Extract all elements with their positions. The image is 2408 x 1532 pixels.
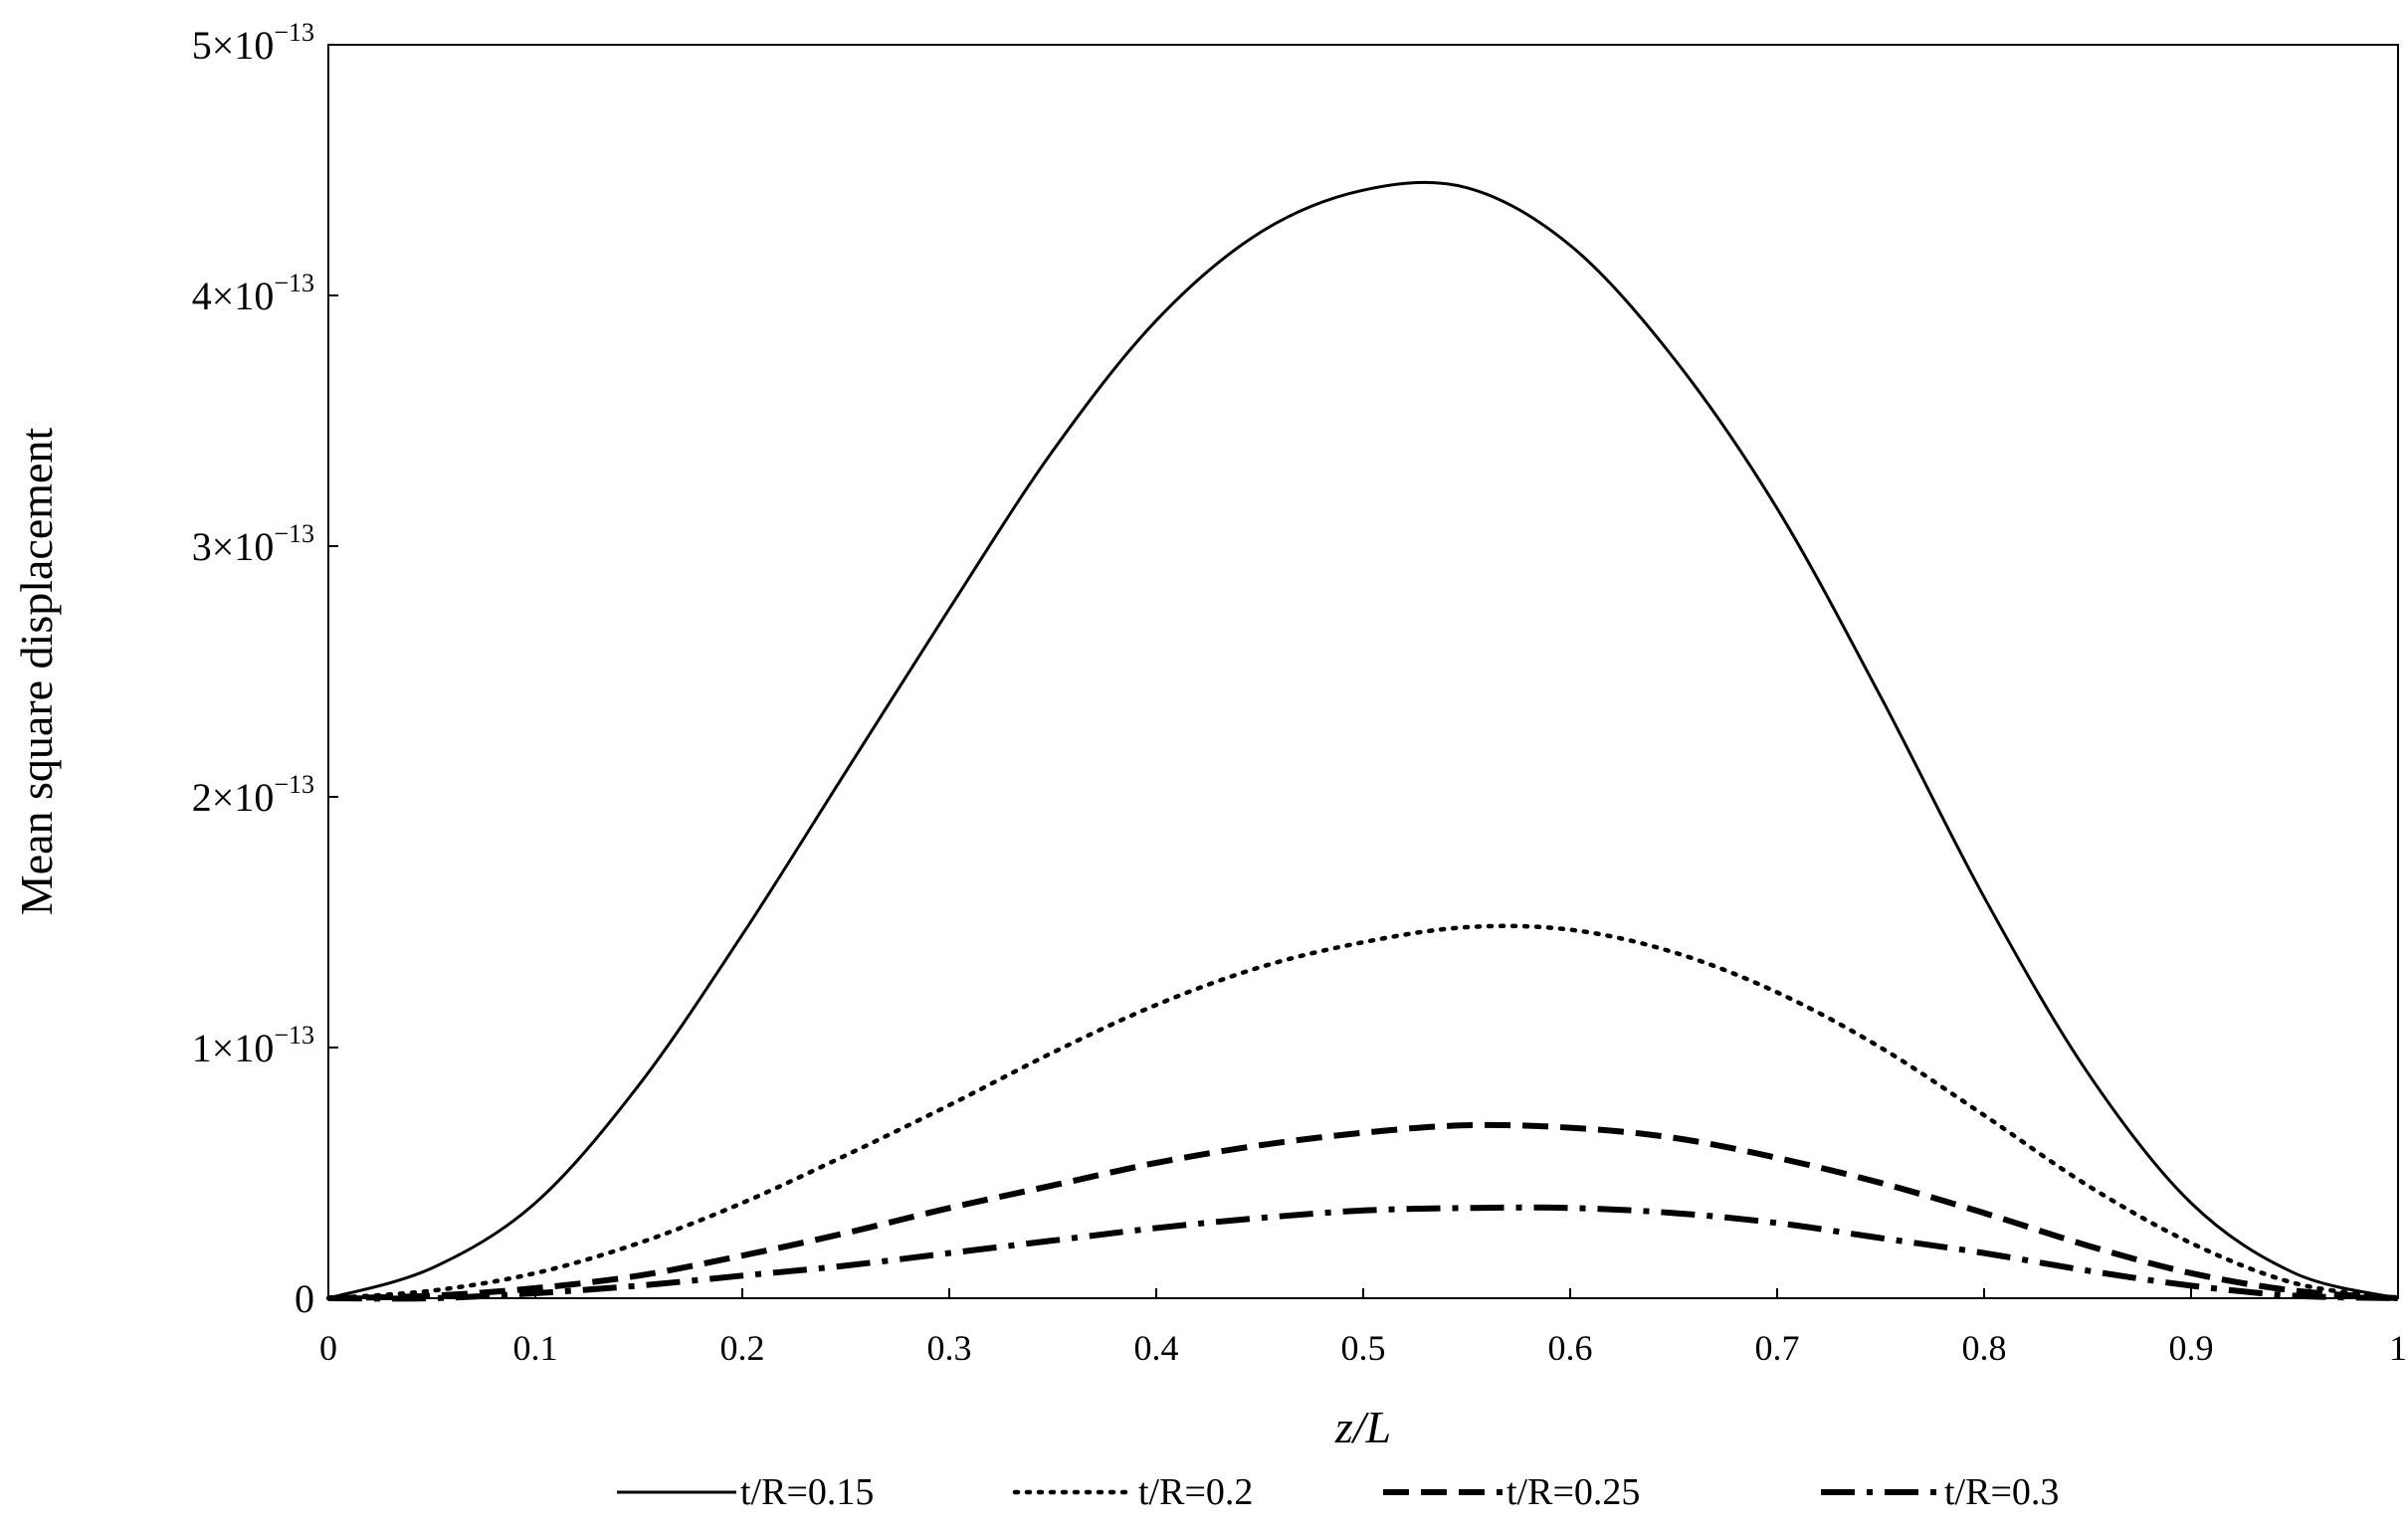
x-tick-label: 0.1 bbox=[513, 1328, 558, 1368]
y-tick-label: 2×10−13 bbox=[192, 770, 314, 820]
legend-label-2: t/R=0.2 bbox=[1138, 1471, 1253, 1513]
x-tick-label: 0.4 bbox=[1134, 1328, 1179, 1368]
x-tick-label: 0 bbox=[319, 1328, 337, 1368]
y-axis-ticks: 0 1×10−13 2×10−13 3×10−13 4×10−13 5×10−13 bbox=[192, 18, 338, 1321]
y-tick-label: 5×10−13 bbox=[192, 18, 314, 68]
x-tick-label: 0.6 bbox=[1548, 1328, 1593, 1368]
series-layer bbox=[325, 180, 2401, 1302]
series-line-3 bbox=[327, 1121, 2399, 1301]
x-tick-label: 0.3 bbox=[927, 1328, 972, 1368]
x-axis-label: z/L bbox=[1334, 1402, 1391, 1452]
x-tick-label: 1 bbox=[2389, 1328, 2407, 1368]
x-axis-ticks: 0 0.1 0.2 0.3 0.4 0.5 0.6 0.7 0.8 0.9 1 bbox=[319, 1288, 2407, 1368]
series-line-2 bbox=[325, 923, 2401, 1301]
series-line-4 bbox=[327, 1204, 2399, 1302]
x-tick-label: 0.5 bbox=[1341, 1328, 1386, 1368]
x-tick-label: 0.9 bbox=[2169, 1328, 2214, 1368]
plot-frame bbox=[327, 44, 2399, 1299]
x-tick-label: 0.7 bbox=[1755, 1328, 1800, 1368]
legend-label-4: t/R=0.3 bbox=[1944, 1471, 2059, 1513]
y-tick-label: 0 bbox=[295, 1276, 314, 1321]
y-tick-label: 1×10−13 bbox=[192, 1021, 314, 1070]
y-tick-label: 3×10−13 bbox=[192, 519, 314, 569]
series-line-1 bbox=[327, 180, 2399, 1300]
x-tick-label: 0.8 bbox=[1962, 1328, 2007, 1368]
x-tick-label: 0.2 bbox=[720, 1328, 765, 1368]
legend: t/R=0.15 t/R=0.2 t/R=0.25 t/R=0.3 bbox=[617, 1471, 2059, 1513]
y-tick-label: 4×10−13 bbox=[192, 269, 314, 318]
y-axis-label: Mean square displacement bbox=[11, 428, 62, 916]
legend-label-3: t/R=0.25 bbox=[1506, 1471, 1640, 1513]
legend-label-1: t/R=0.15 bbox=[740, 1471, 874, 1513]
